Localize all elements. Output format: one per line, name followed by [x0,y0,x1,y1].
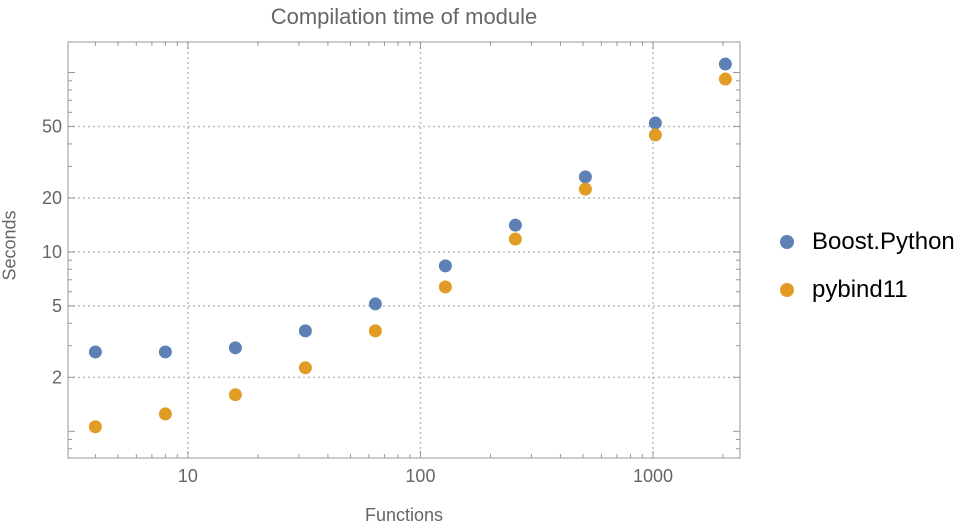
y-tick-label: 5 [52,296,62,316]
data-point-boost-python [578,170,592,184]
x-axis-label: Functions [364,505,444,525]
plot-frame [67,41,741,459]
data-point-pybind11 [718,72,732,86]
x-tick-label: 1000 [633,466,673,486]
data-point-boost-python [228,341,242,355]
x-tick-label: 100 [405,466,435,486]
legend-marker [780,283,794,297]
data-point-pybind11 [438,280,452,294]
y-tick-label: 20 [42,188,62,208]
legend-label: pybind11 [812,276,908,303]
legend-label: Boost.Python [812,228,955,255]
y-tick-label: 50 [42,117,62,137]
y-tick-label: 10 [42,242,62,262]
data-point-pybind11 [88,420,102,434]
data-point-pybind11 [298,361,312,375]
legend-marker [780,235,794,249]
data-point-pybind11 [648,128,662,142]
legend-item-boost-python: Boost.Python [780,228,955,256]
y-axis-label: Seconds [0,210,20,281]
data-point-pybind11 [228,388,242,402]
y-tick-label: 2 [52,367,62,387]
data-point-boost-python [368,297,382,311]
legend-item-pybind11: pybind11 [780,276,955,304]
data-point-boost-python [438,259,452,273]
data-point-boost-python [718,57,732,71]
data-point-boost-python [88,345,102,359]
legend: Boost.Python pybind11 [780,228,955,324]
x-tick-label: 10 [178,466,198,486]
data-point-boost-python [158,345,172,359]
data-point-pybind11 [508,232,522,246]
data-point-boost-python [648,116,662,130]
data-point-boost-python [508,218,522,232]
data-point-pybind11 [578,182,592,196]
data-point-pybind11 [158,407,172,421]
data-point-boost-python [298,324,312,338]
data-point-pybind11 [368,324,382,338]
chart-title: Compilation time of module [270,4,538,29]
